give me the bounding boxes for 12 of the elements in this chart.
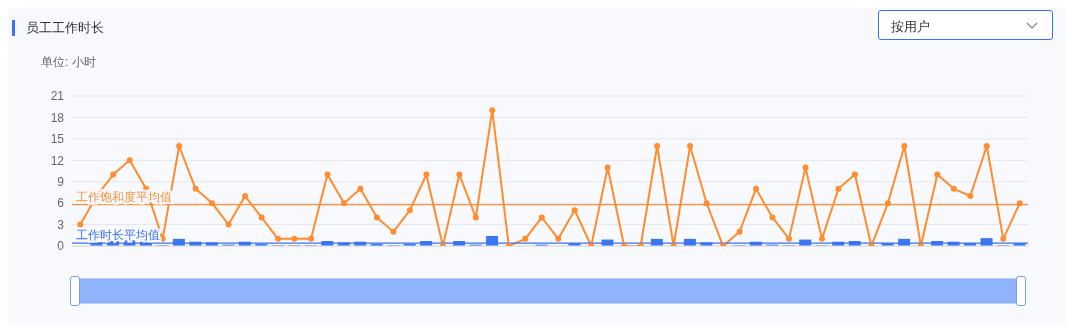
y-tick-label: 15 [50, 132, 65, 147]
y-tick-label: 3 [57, 217, 65, 232]
y-tick-label: 9 [57, 174, 65, 189]
y-tick-label: 18 [50, 110, 65, 125]
dropdown: 按用户 [878, 10, 1053, 40]
y-tick-label: 12 [50, 153, 65, 168]
y-tick-label: 6 [57, 196, 65, 211]
y-tick-label: 21 [50, 89, 65, 104]
y-tick-label: 0 [57, 239, 65, 254]
y-axis-title: 单位: 小时 [41, 54, 96, 71]
chart-title: 员工工作时长 [26, 19, 104, 37]
ref-line-label: 工作时长平均值 [76, 228, 160, 243]
